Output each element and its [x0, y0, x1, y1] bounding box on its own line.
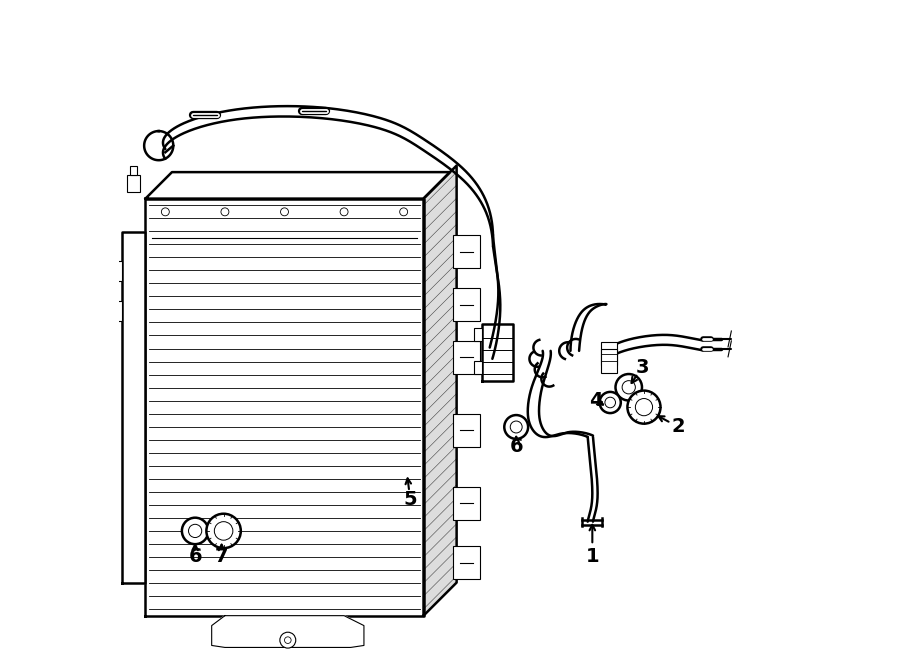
Polygon shape	[146, 199, 424, 616]
Polygon shape	[146, 172, 450, 199]
FancyBboxPatch shape	[454, 288, 480, 321]
Text: 6: 6	[509, 438, 523, 456]
FancyBboxPatch shape	[454, 546, 480, 579]
Text: 4: 4	[589, 391, 602, 410]
Circle shape	[206, 514, 241, 548]
Polygon shape	[482, 324, 513, 381]
Circle shape	[510, 421, 522, 433]
Bar	[106, 261, 122, 281]
Circle shape	[220, 208, 229, 216]
Bar	[127, 175, 140, 192]
Circle shape	[400, 208, 408, 216]
Circle shape	[599, 392, 621, 413]
Circle shape	[622, 381, 635, 394]
Circle shape	[616, 374, 642, 401]
Text: 6: 6	[188, 547, 202, 565]
Bar	[106, 301, 122, 321]
FancyBboxPatch shape	[454, 341, 480, 374]
FancyBboxPatch shape	[454, 414, 480, 447]
Text: 3: 3	[635, 358, 649, 377]
Circle shape	[161, 208, 169, 216]
Text: 1: 1	[586, 547, 599, 565]
FancyBboxPatch shape	[454, 487, 480, 520]
FancyBboxPatch shape	[454, 235, 480, 268]
Bar	[473, 328, 482, 341]
Bar	[130, 166, 137, 175]
Text: 7: 7	[215, 547, 229, 565]
Polygon shape	[122, 232, 146, 583]
Text: 5: 5	[403, 491, 417, 509]
Polygon shape	[424, 166, 456, 616]
Circle shape	[188, 524, 202, 538]
Circle shape	[605, 397, 616, 408]
Circle shape	[280, 632, 296, 648]
Circle shape	[504, 415, 528, 439]
Circle shape	[635, 399, 652, 416]
Circle shape	[340, 208, 348, 216]
Circle shape	[627, 391, 661, 424]
Circle shape	[214, 522, 233, 540]
Polygon shape	[212, 616, 364, 647]
Bar	[601, 342, 617, 365]
Circle shape	[281, 208, 289, 216]
Bar	[601, 349, 617, 373]
Bar	[473, 361, 482, 374]
Text: 2: 2	[671, 418, 685, 436]
Circle shape	[182, 518, 209, 544]
Circle shape	[284, 637, 291, 643]
